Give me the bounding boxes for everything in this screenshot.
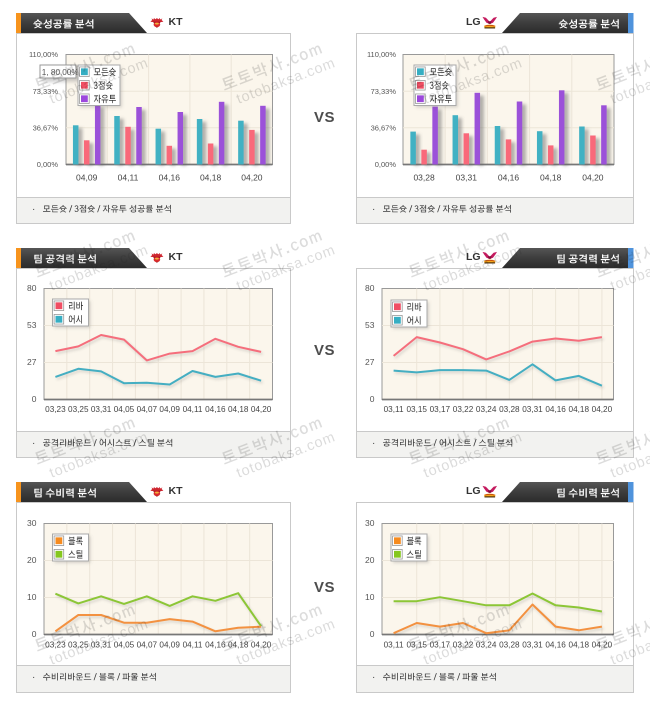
svg-text:110,00%: 110,00% [29,50,58,59]
svg-text:03,28: 03,28 [499,405,520,414]
svg-text:10: 10 [365,592,375,602]
svg-text:03,24: 03,24 [476,641,497,650]
svg-text:·: · [372,204,375,215]
svg-text:04,20: 04,20 [592,641,613,650]
svg-text:04,20: 04,20 [251,641,272,650]
svg-text:04,18: 04,18 [200,173,222,183]
svg-text:03,23: 03,23 [45,405,66,414]
svg-text:20: 20 [365,555,375,565]
svg-text:04,20: 04,20 [582,173,604,183]
svg-text:0: 0 [32,629,37,639]
svg-text:04,20: 04,20 [251,405,272,414]
svg-text:04,18: 04,18 [540,173,562,183]
svg-text:03,22: 03,22 [453,641,474,650]
svg-text:03,15: 03,15 [406,405,427,414]
svg-text:80: 80 [27,283,37,293]
svg-text:30: 30 [365,518,375,528]
svg-text:53: 53 [27,320,37,330]
svg-text:0,00%: 0,00% [375,160,397,169]
svg-text:03,31: 03,31 [91,641,112,650]
svg-text:0: 0 [32,394,37,404]
svg-text:73,33%: 73,33% [371,87,397,96]
svg-text:1, 80,00%: 1, 80,00% [42,68,79,77]
svg-text:04,18: 04,18 [569,641,590,650]
svg-text:03,25: 03,25 [68,641,89,650]
svg-text:04,05: 04,05 [114,641,135,650]
svg-text:04,09: 04,09 [159,641,180,650]
svg-text:03,31: 03,31 [456,173,478,183]
svg-text:03,22: 03,22 [453,405,474,414]
svg-text:04,09: 04,09 [159,405,180,414]
svg-text:73,33%: 73,33% [33,87,59,96]
svg-text:03,15: 03,15 [406,641,427,650]
svg-text:04,16: 04,16 [159,173,181,183]
svg-text:03,11: 03,11 [384,405,404,414]
svg-text:04,16: 04,16 [205,405,226,414]
svg-text:04,11: 04,11 [183,405,203,414]
svg-text:04,11: 04,11 [183,641,203,650]
svg-text:04,20: 04,20 [241,173,263,183]
svg-text:03,23: 03,23 [45,641,66,650]
svg-text:03,11: 03,11 [384,641,404,650]
svg-text:03,31: 03,31 [522,405,543,414]
svg-text:03,24: 03,24 [476,405,497,414]
svg-text:·: · [32,204,35,215]
svg-text:04,07: 04,07 [137,641,158,650]
svg-text:04,18: 04,18 [228,405,249,414]
svg-text:·: · [372,672,375,683]
svg-text:04,07: 04,07 [137,405,158,414]
svg-text:30: 30 [27,518,37,528]
svg-text:04,18: 04,18 [569,405,590,414]
svg-text:27: 27 [365,357,375,367]
svg-text:03,17: 03,17 [430,405,451,414]
svg-text:03,17: 03,17 [430,641,451,650]
svg-text:80: 80 [365,283,375,293]
svg-text:36,67%: 36,67% [33,123,59,132]
svg-text:10: 10 [27,592,37,602]
svg-text:110,00%: 110,00% [367,50,396,59]
svg-text:53: 53 [365,320,375,330]
svg-text:·: · [372,438,375,449]
svg-text:04,16: 04,16 [545,641,566,650]
svg-text:27: 27 [27,357,37,367]
svg-text:04,11: 04,11 [118,173,139,183]
svg-text:·: · [32,438,35,449]
svg-text:04,09: 04,09 [76,173,98,183]
svg-text:0: 0 [370,629,375,639]
svg-text:04,20: 04,20 [592,405,613,414]
svg-text:03,31: 03,31 [522,641,543,650]
svg-text:04,18: 04,18 [228,641,249,650]
svg-text:03,28: 03,28 [413,173,435,183]
svg-text:0: 0 [370,394,375,404]
svg-text:04,16: 04,16 [205,641,226,650]
svg-text:04,05: 04,05 [114,405,135,414]
svg-text:03,28: 03,28 [499,641,520,650]
svg-text:36,67%: 36,67% [371,123,397,132]
svg-text:04,16: 04,16 [498,173,520,183]
svg-text:20: 20 [27,555,37,565]
svg-text:03,25: 03,25 [68,405,89,414]
svg-text:04,16: 04,16 [545,405,566,414]
svg-text:0,00%: 0,00% [37,160,59,169]
svg-text:03,31: 03,31 [91,405,112,414]
svg-text:·: · [32,672,35,683]
